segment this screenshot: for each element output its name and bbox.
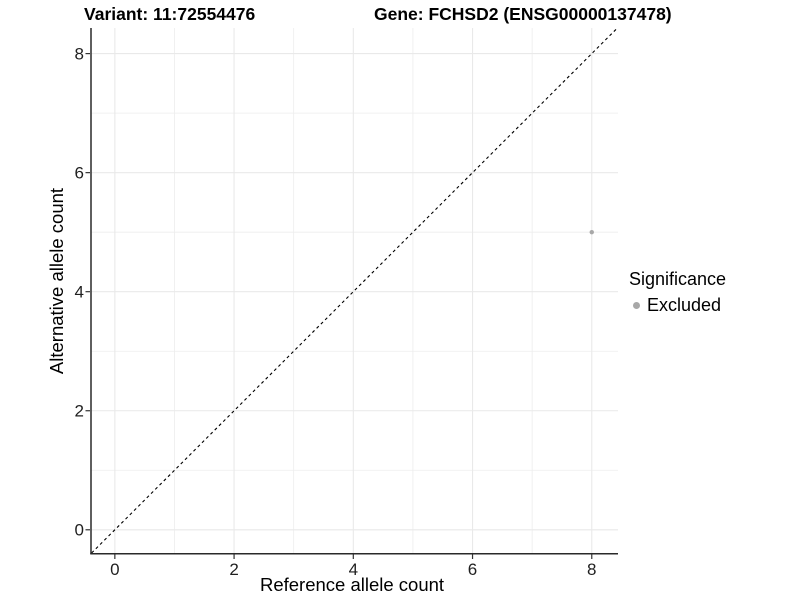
x-tick-label: 4 bbox=[348, 560, 359, 579]
x-tick-label: 6 bbox=[467, 560, 478, 579]
data-point bbox=[589, 229, 594, 235]
y-axis-title: Alternative allele count bbox=[46, 187, 67, 375]
x-tick-label: 2 bbox=[229, 560, 239, 579]
plot-title-gene: Gene: FCHSD2 (ENSG00000137478) bbox=[374, 4, 672, 24]
x-axis-title: Reference allele count bbox=[259, 574, 445, 595]
legend-item-label: Excluded bbox=[647, 294, 722, 315]
y-tick-label: 6 bbox=[74, 163, 84, 183]
x-tick-label: 0 bbox=[110, 560, 120, 579]
identity-line bbox=[91, 27, 618, 554]
legend-item-excluded: Excluded bbox=[629, 295, 726, 317]
y-tick-label: 0 bbox=[74, 520, 84, 540]
y-tick-label: 2 bbox=[74, 401, 84, 421]
legend-point-icon bbox=[633, 301, 640, 309]
plot-title-variant: Variant: 11:72554476 bbox=[84, 4, 256, 24]
y-tick-label: 8 bbox=[74, 44, 84, 64]
y-tick-label: 4 bbox=[74, 282, 84, 302]
legend: Significance Excluded bbox=[629, 269, 726, 316]
legend-title: Significance bbox=[629, 269, 727, 289]
x-tick-label: 8 bbox=[587, 560, 597, 579]
